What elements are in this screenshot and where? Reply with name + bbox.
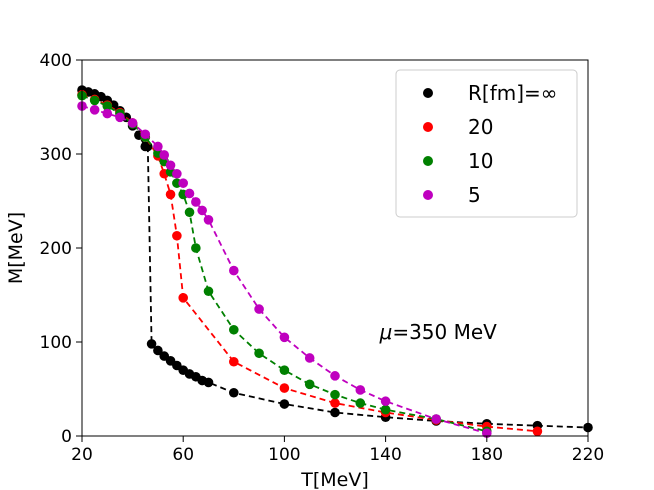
data-point <box>197 205 207 216</box>
data-point <box>330 371 340 381</box>
x-tick-label: 140 <box>369 445 401 465</box>
data-point <box>380 404 391 415</box>
y-axis-label: M[MeV] <box>5 212 27 284</box>
legend-marker <box>423 88 433 98</box>
mu-annotation: μ=350 MeV <box>379 320 498 344</box>
legend-marker <box>423 190 433 200</box>
data-point <box>191 197 201 207</box>
data-point <box>203 377 214 388</box>
data-point <box>229 324 239 335</box>
data-point <box>279 399 290 409</box>
x-tick-label: 180 <box>471 445 503 465</box>
x-tick-label: 100 <box>268 445 300 465</box>
legend-label: 20 <box>468 115 493 139</box>
data-point <box>178 293 188 303</box>
data-point <box>304 353 315 363</box>
data-point <box>165 160 176 171</box>
axes-layer: 20 60 100 140 180 220 0 100 200 300 400 <box>40 51 605 465</box>
x-tick-label: 20 <box>71 445 93 465</box>
series-layer <box>77 85 593 438</box>
legend-label: 10 <box>468 149 493 173</box>
data-point <box>172 230 182 241</box>
data-point <box>355 398 366 408</box>
y-tick-label: 0 <box>61 427 72 447</box>
data-point <box>153 141 163 152</box>
data-point <box>229 265 239 276</box>
data-point <box>254 348 264 359</box>
data-point <box>330 407 340 418</box>
data-point <box>146 339 157 349</box>
mu-symbol: μ <box>379 320 393 344</box>
y-tick-label: 400 <box>40 51 72 71</box>
y-tick-label: 300 <box>40 145 72 165</box>
data-point <box>279 365 290 376</box>
legend-label: R[fm]=∞ <box>468 81 557 105</box>
data-point <box>330 389 340 400</box>
data-point <box>380 396 391 407</box>
data-point <box>431 414 442 424</box>
x-axis-label: T[MeV] <box>300 469 369 490</box>
x-tick-label: 60 <box>172 445 194 465</box>
data-point <box>89 105 100 115</box>
data-point <box>279 332 290 343</box>
data-point <box>102 101 113 111</box>
legend-label: 5 <box>468 183 481 207</box>
data-point <box>140 129 151 140</box>
data-point <box>229 387 239 398</box>
data-point <box>184 207 195 218</box>
y-tick-label: 100 <box>40 333 72 353</box>
legend-marker <box>423 122 433 132</box>
data-point <box>279 383 290 393</box>
legend-marker <box>423 156 433 166</box>
series-line-1 <box>81 93 538 433</box>
data-point <box>127 118 138 128</box>
data-point <box>229 356 239 367</box>
series-3 <box>77 101 492 438</box>
data-point <box>102 108 113 119</box>
data-point <box>330 398 340 408</box>
data-point <box>172 168 182 179</box>
y-tick-label: 200 <box>40 239 72 259</box>
data-point <box>532 426 543 437</box>
data-point <box>153 345 163 356</box>
data-point <box>203 286 214 297</box>
data-point <box>178 178 188 188</box>
x-tick-label: 220 <box>572 445 604 465</box>
data-point <box>159 150 170 160</box>
data-point <box>254 304 264 314</box>
data-point <box>115 112 125 123</box>
data-point <box>89 95 100 106</box>
legend: R[fm]=∞ 20 10 5 <box>395 69 578 218</box>
data-point <box>184 188 195 199</box>
data-point <box>304 379 315 390</box>
legend-box <box>395 69 578 218</box>
data-point <box>165 189 176 200</box>
data-point <box>191 243 201 253</box>
data-point <box>355 385 366 395</box>
data-point <box>203 215 214 225</box>
mu-annotation-text: =350 MeV <box>392 320 497 344</box>
